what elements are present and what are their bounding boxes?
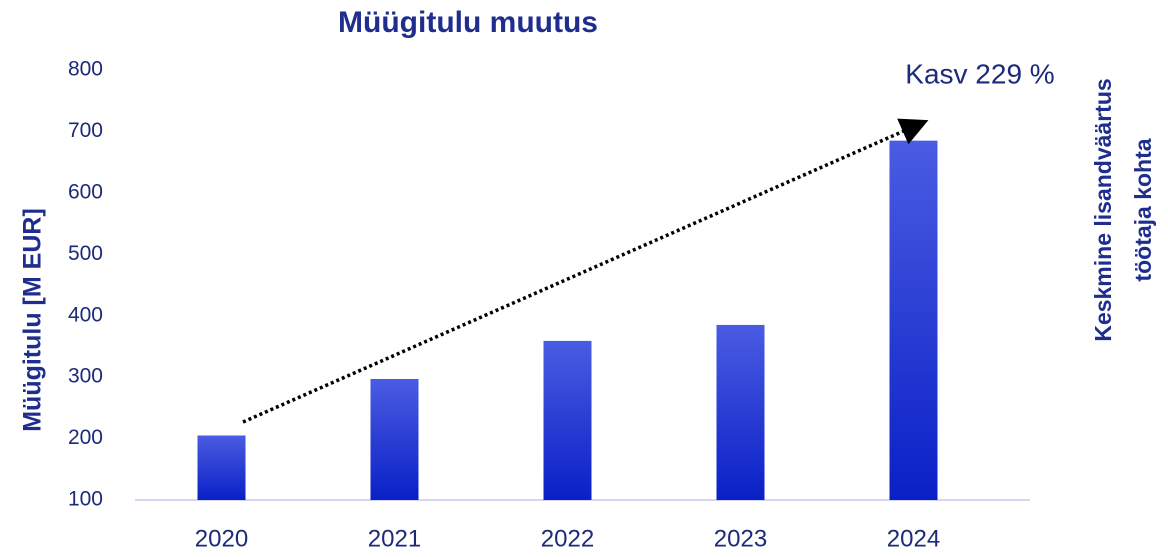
x-tick-label: 2023 bbox=[714, 525, 767, 552]
y-tick-label: 200 bbox=[68, 426, 103, 449]
y-tick-label: 300 bbox=[68, 365, 103, 388]
annotation: Kasv 229 % bbox=[905, 58, 1054, 89]
y-tick-label: 100 bbox=[68, 488, 103, 511]
y-tick-label: 500 bbox=[68, 242, 103, 265]
right-label: töötaja kohta bbox=[1130, 138, 1156, 281]
x-tick-label: 2022 bbox=[541, 525, 594, 552]
bar bbox=[370, 378, 419, 500]
bar bbox=[543, 340, 592, 500]
y-axis-label: Müügitulu [M EUR] bbox=[19, 208, 47, 432]
y-tick-label: 800 bbox=[68, 58, 103, 81]
x-tick-label: 2020 bbox=[195, 525, 248, 552]
bar bbox=[197, 435, 246, 500]
right-label: Keskmine lisandväärtus bbox=[1090, 78, 1116, 341]
y-tick-label: 400 bbox=[68, 303, 103, 326]
bar bbox=[889, 140, 938, 500]
bar bbox=[716, 324, 765, 500]
x-tick-label: 2024 bbox=[887, 525, 940, 552]
y-tick-label: 600 bbox=[68, 180, 103, 203]
x-tick-label: 2021 bbox=[368, 525, 421, 552]
trend-arrow bbox=[242, 118, 929, 424]
chart-title: Müügitulu muutus bbox=[338, 6, 598, 39]
y-tick-label: 700 bbox=[68, 119, 103, 142]
